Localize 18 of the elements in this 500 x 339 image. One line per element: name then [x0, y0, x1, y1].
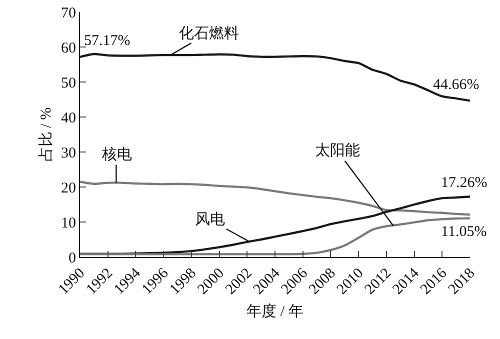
data-label: 57.17%	[84, 33, 130, 49]
data-label: 11.05%	[441, 224, 487, 240]
y-tick-label: 50	[61, 75, 76, 92]
annotation: 太阳能	[315, 142, 360, 159]
data-label: 44.66%	[433, 77, 480, 93]
y-tick-label: 30	[61, 145, 76, 162]
y-tick-label: 40	[61, 110, 76, 126]
y-tick-label: 10	[61, 215, 76, 232]
annotation: 化石燃料	[179, 25, 239, 42]
y-tick-label: 0	[68, 250, 76, 266]
y-tick-label: 60	[61, 40, 76, 56]
y-axis-title: 占比 / %	[37, 107, 54, 162]
annotation: 风电	[195, 211, 225, 228]
x-axis-title: 年度 / 年	[246, 302, 304, 320]
y-tick-label: 20	[61, 180, 76, 196]
annotation: 核电	[101, 146, 132, 163]
data-label: 17.26%	[441, 175, 488, 191]
y-tick-label: 70	[61, 5, 76, 22]
